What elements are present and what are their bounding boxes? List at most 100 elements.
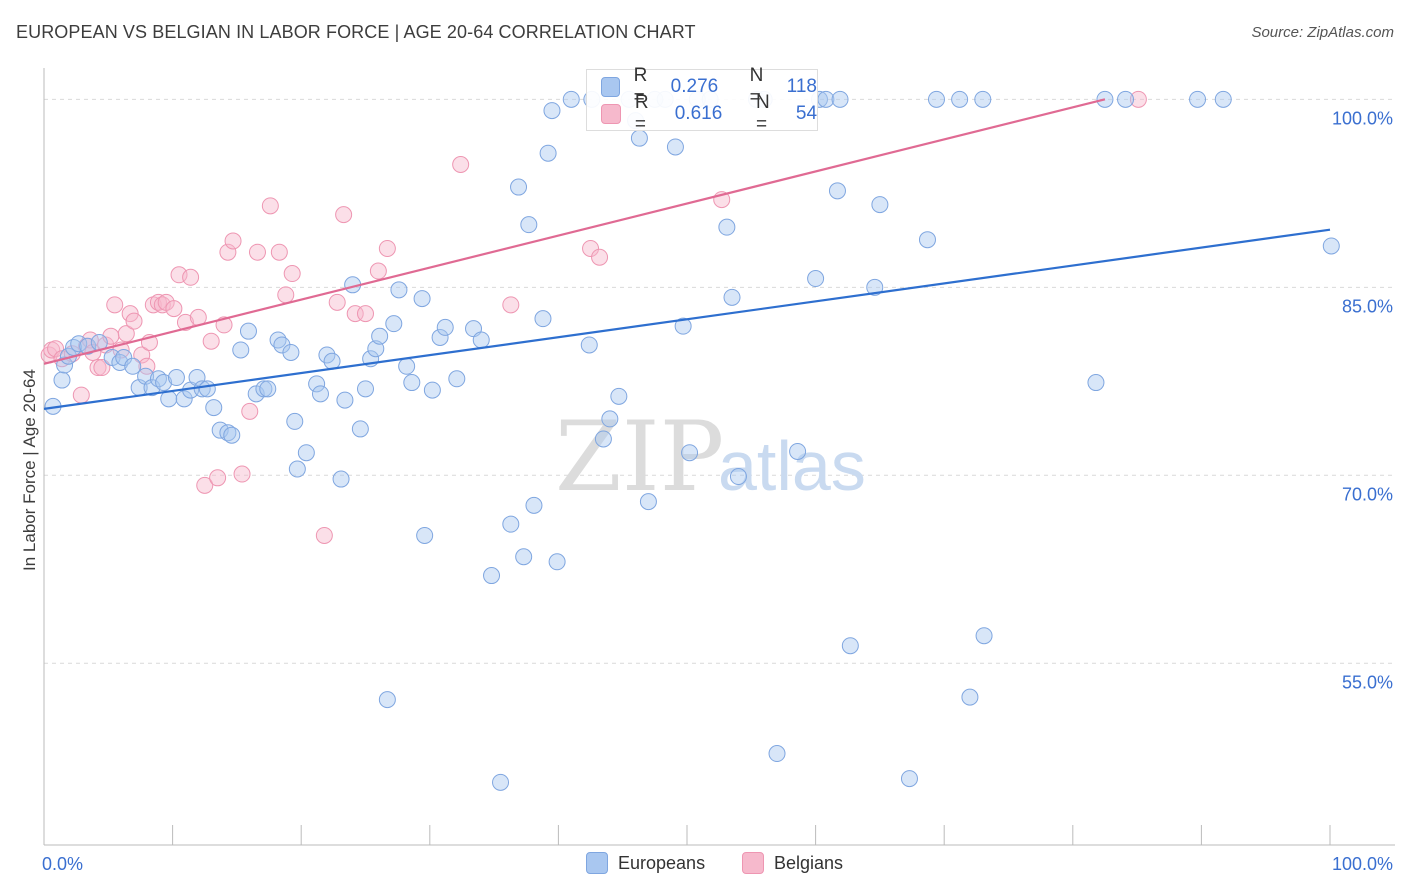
europeans-r-value: 0.276: [670, 76, 719, 97]
europeans-point: [492, 773, 510, 791]
europeans-point: [543, 102, 561, 120]
belgians-point: [106, 296, 124, 314]
legend-label-europeans: Europeans: [618, 852, 706, 873]
europeans-point: [255, 380, 273, 398]
europeans-point: [297, 444, 315, 462]
belgians-point: [125, 312, 143, 330]
europeans-point: [789, 442, 807, 460]
europeans-point: [436, 318, 454, 336]
europeans-point: [371, 327, 389, 345]
legend-item-belgians[interactable]: Belgians: [742, 852, 843, 874]
europeans-point: [768, 745, 786, 763]
europeans-point: [282, 343, 300, 361]
europeans-point: [403, 374, 421, 392]
europeans-point: [918, 231, 936, 249]
europeans-point: [601, 410, 619, 428]
r-label: R =: [634, 92, 649, 135]
europeans-point: [188, 369, 206, 387]
europeans-point: [124, 357, 142, 375]
belgians-point: [219, 243, 237, 261]
belgians-point: [202, 332, 220, 350]
y-tick-label: 55.0%: [1342, 672, 1393, 692]
stats-row-europeans: R = 0.276 N = 118: [587, 65, 817, 108]
belgians-point: [369, 262, 387, 280]
belgians-point: [196, 476, 214, 494]
europeans-point: [167, 369, 185, 387]
europeans-point: [828, 182, 846, 200]
belgians-point: [47, 340, 65, 358]
belgians-point: [315, 526, 333, 544]
europeans-point: [639, 493, 657, 511]
europeans-point: [927, 90, 945, 108]
europeans-point: [416, 526, 434, 544]
europeans-point: [951, 90, 969, 108]
europeans-n-value: 118: [786, 76, 817, 97]
belgians-point: [233, 465, 251, 483]
belgians-point: [72, 386, 90, 404]
europeans-point: [155, 374, 173, 392]
europeans-point: [472, 331, 490, 349]
europeans-point: [841, 637, 859, 655]
europeans-swatch: [601, 77, 620, 97]
europeans-point: [336, 391, 354, 409]
belgians-point: [277, 286, 295, 304]
europeans-point: [831, 90, 849, 108]
europeans-point: [866, 278, 884, 296]
watermark-zip: ZIP: [555, 401, 724, 513]
europeans-point: [510, 178, 528, 196]
europeans-point: [502, 515, 520, 533]
belgians-points: [40, 90, 1147, 544]
europeans-point: [56, 356, 74, 374]
x-tick-label: 100.0%: [1332, 854, 1393, 874]
europeans-point: [723, 288, 741, 306]
belgians-point: [1129, 90, 1147, 108]
europeans-point: [223, 426, 241, 444]
y-tick-label: 85.0%: [1342, 296, 1393, 316]
europeans-point: [539, 144, 557, 162]
europeans-point: [718, 218, 736, 236]
belgians-legend-swatch: [742, 852, 764, 874]
belgians-point: [378, 239, 396, 257]
y-tick-label: 100.0%: [1332, 108, 1393, 128]
belgians-n-value: 54: [795, 103, 818, 124]
europeans-point: [562, 90, 580, 108]
belgians-point: [335, 206, 353, 224]
europeans-point: [431, 328, 449, 346]
europeans-point: [398, 357, 416, 375]
bottom-legend: Europeans Belgians: [0, 852, 1406, 878]
belgians-point: [591, 248, 609, 266]
europeans-point: [515, 548, 533, 566]
belgians-point: [248, 243, 266, 261]
europeans-trend-line: [43, 228, 1331, 410]
europeans-point: [239, 322, 257, 340]
belgians-point: [241, 402, 259, 420]
europeans-point: [351, 420, 369, 438]
europeans-point: [674, 317, 692, 335]
europeans-point: [900, 770, 918, 788]
europeans-point: [548, 553, 566, 571]
tick-labels: 100.0% 85.0% 70.0% 55.0% 0.0% 100.0%: [42, 108, 1393, 874]
europeans-point: [288, 460, 306, 478]
axes: [43, 68, 1395, 846]
stats-row-belgians: R = 0.616 N = 54: [587, 92, 818, 135]
belgians-swatch: [601, 104, 621, 124]
europeans-point: [525, 496, 543, 514]
belgians-point: [117, 325, 135, 343]
belgians-point: [89, 359, 107, 377]
belgians-point: [133, 346, 151, 364]
legend-label-belgians: Belgians: [774, 852, 844, 873]
europeans-point: [175, 390, 193, 408]
y-tick-label: 70.0%: [1342, 484, 1393, 504]
stats-legend: R = 0.276 N = 118 R = 0.616 N = 54: [586, 65, 818, 135]
europeans-point: [1117, 90, 1135, 108]
belgians-point: [328, 293, 346, 311]
europeans-point: [390, 281, 408, 299]
source-credit: Source: ZipAtlas.com: [1251, 24, 1394, 41]
legend-item-europeans[interactable]: Europeans: [586, 852, 705, 874]
belgians-trend-line: [43, 98, 1106, 365]
europeans-point: [357, 380, 374, 398]
europeans-point: [1087, 374, 1105, 392]
europeans-point: [961, 688, 979, 706]
belgians-point: [346, 305, 364, 323]
europeans-point: [580, 336, 598, 354]
